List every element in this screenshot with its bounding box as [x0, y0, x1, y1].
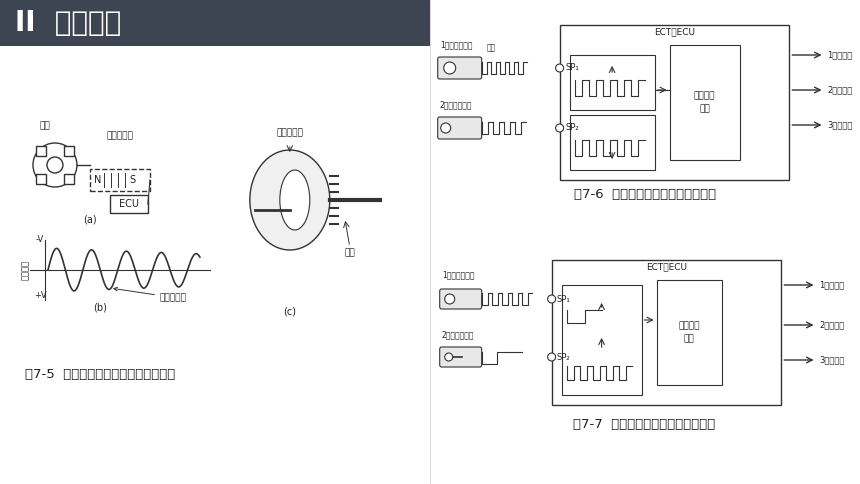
Circle shape — [445, 353, 452, 361]
Circle shape — [548, 295, 556, 303]
Text: 图7-6  车速传感器的控制方式（一）: 图7-6 车速传感器的控制方式（一） — [574, 188, 716, 201]
Circle shape — [445, 294, 455, 304]
Bar — [36, 174, 46, 184]
FancyBboxPatch shape — [438, 57, 482, 79]
Circle shape — [440, 123, 451, 133]
Text: 2号车速传感器: 2号车速传感器 — [442, 330, 474, 339]
Text: ECT的ECU: ECT的ECU — [646, 262, 687, 271]
Text: 转子: 转子 — [344, 248, 355, 257]
Text: 输出电压: 输出电压 — [21, 260, 30, 280]
FancyBboxPatch shape — [439, 289, 482, 309]
Bar — [560, 25, 789, 180]
Bar — [670, 45, 740, 160]
Text: SP₂: SP₂ — [566, 123, 580, 133]
Text: SP₁: SP₁ — [556, 294, 570, 303]
Bar — [64, 174, 74, 184]
Text: 图7-5  电磁式车速传感器的结构、原理: 图7-5 电磁式车速传感器的结构、原理 — [25, 368, 175, 381]
Bar — [0, 0, 430, 46]
Bar — [90, 169, 150, 191]
Bar — [551, 260, 782, 405]
Text: 1号车速传感器: 1号车速传感器 — [442, 270, 474, 279]
Text: 2号车速传感器: 2号车速传感器 — [439, 100, 472, 109]
Text: 1号车速传感器: 1号车速传感器 — [439, 40, 472, 49]
Bar — [569, 55, 654, 110]
Text: (b): (b) — [93, 302, 107, 312]
Ellipse shape — [250, 150, 329, 250]
Text: 图7-7  车速传感器的控制方式（二）: 图7-7 车速传感器的控制方式（二） — [574, 419, 716, 432]
Bar — [64, 146, 74, 156]
Ellipse shape — [280, 170, 310, 230]
FancyBboxPatch shape — [438, 117, 482, 139]
Circle shape — [444, 62, 456, 74]
Text: 发生的波形: 发生的波形 — [114, 287, 187, 302]
Text: N: N — [95, 175, 101, 185]
Text: SP₁: SP₁ — [566, 63, 580, 73]
Text: 2号电磁阀: 2号电磁阀 — [827, 86, 853, 94]
Text: 转子: 转子 — [40, 121, 51, 130]
Text: ECT的ECU: ECT的ECU — [654, 27, 695, 36]
Circle shape — [548, 353, 556, 361]
Bar — [656, 280, 722, 385]
Circle shape — [556, 124, 563, 132]
Bar — [36, 146, 46, 156]
Text: 1号电磁阀: 1号电磁阀 — [820, 281, 845, 289]
Text: 2号电磁阀: 2号电磁阀 — [820, 320, 845, 330]
Text: 1号电磁阀: 1号电磁阀 — [827, 50, 853, 60]
Text: (a): (a) — [83, 214, 97, 224]
Bar — [569, 115, 654, 170]
Text: II  相关知识: II 相关知识 — [15, 9, 121, 37]
FancyBboxPatch shape — [439, 347, 482, 367]
Text: 3号电磁阀: 3号电磁阀 — [820, 356, 845, 364]
Bar — [110, 195, 148, 213]
Text: 换档正时
控制: 换档正时 控制 — [679, 322, 700, 343]
Circle shape — [556, 64, 563, 72]
Text: 车速传感器: 车速传感器 — [276, 128, 304, 137]
Text: ECU: ECU — [119, 199, 139, 209]
Text: 车速传感器: 车速传感器 — [107, 131, 133, 140]
Text: (c): (c) — [283, 307, 297, 317]
Text: SP₂: SP₂ — [556, 352, 570, 362]
Text: -V: -V — [36, 235, 44, 244]
Bar — [562, 285, 642, 395]
Text: 换档正时
控制: 换档正时 控制 — [694, 92, 716, 113]
Text: +V: +V — [34, 291, 46, 300]
Text: S: S — [130, 175, 136, 185]
Text: 信号: 信号 — [487, 43, 496, 52]
Text: 3号电磁阀: 3号电磁阀 — [827, 121, 853, 130]
